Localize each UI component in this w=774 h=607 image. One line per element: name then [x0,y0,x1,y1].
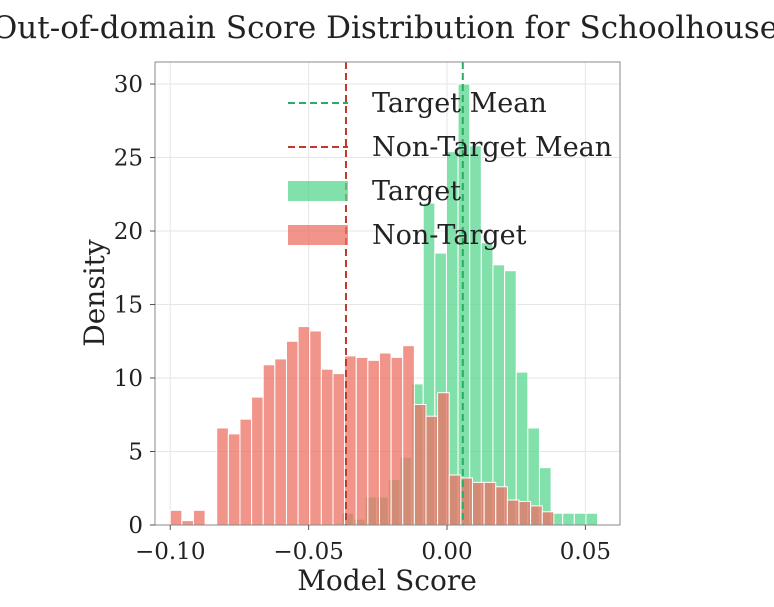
non-target-bar [297,326,311,526]
non-target-bar [216,427,229,526]
mean-lines [344,62,464,525]
legend-label: Non-Target [372,220,527,251]
non-target-bar [483,481,497,526]
x-tick-label: 0.00 [421,539,472,565]
x-tick-label: −0.10 [135,539,205,565]
non-target-bar [437,392,450,526]
target-bar [573,512,587,526]
legend: Target Mean Non-Target Mean Target Non-Targ… [288,88,612,251]
non-target-bar [425,415,439,526]
non-target-bar [355,356,369,526]
legend-label: Target Mean [372,88,547,119]
legend-patch-key [288,181,348,201]
target-bar [469,145,482,526]
non-target-bar [332,373,346,526]
non-target-bar [227,433,241,526]
non-target-bar [541,511,555,526]
plot-area [154,61,621,526]
y-tick-label: 5 [128,440,143,466]
non-target-bar [251,396,264,526]
legend-patch-key [288,225,348,245]
y-tick-label: 15 [114,293,143,319]
non-target-bar [506,499,520,526]
non-target-bar [495,486,508,526]
non-target-bar [402,345,415,526]
non-target-bar [239,418,253,526]
y-tick-label: 25 [114,146,143,172]
non-target-bar [320,368,334,526]
non-target-bar [518,500,532,526]
y-axis-ticks: 0 5 10 15 20 25 30 [114,72,155,539]
y-tick-label: 30 [114,72,143,98]
non-target-bar [390,356,404,526]
chart-title: Out-of-domain Score Distribution for Sch… [0,10,774,46]
non-target-bar [192,509,206,526]
non-target-bar [448,474,462,526]
y-tick-label: 20 [114,219,143,245]
non-target-bar [262,364,276,526]
x-tick-label: 0.05 [560,539,611,565]
y-tick-label: 10 [114,366,143,392]
non-target-bar [285,340,299,526]
non-target-bars [169,326,555,526]
non-target-bar [471,481,485,526]
non-target-bar [530,505,543,526]
x-tick-label: −0.05 [273,539,343,565]
non-target-bar [309,330,322,526]
non-target-bar [378,352,392,526]
y-tick-label: 0 [128,513,143,539]
y-axis-label: Density [78,239,111,347]
target-bar [562,512,575,526]
non-target-bar [367,359,380,526]
legend-label: Target [372,176,461,207]
x-axis-ticks: −0.10 −0.05 0.00 0.05 [135,525,611,565]
non-target-bar [413,403,427,526]
target-bar [585,512,599,526]
non-target-bar [169,509,183,526]
non-target-bar [181,520,194,526]
non-target-bar [274,358,287,526]
legend-label: Non-Target Mean [372,132,612,163]
plot-frame [154,61,621,526]
x-axis-label: Model Score [297,564,477,597]
